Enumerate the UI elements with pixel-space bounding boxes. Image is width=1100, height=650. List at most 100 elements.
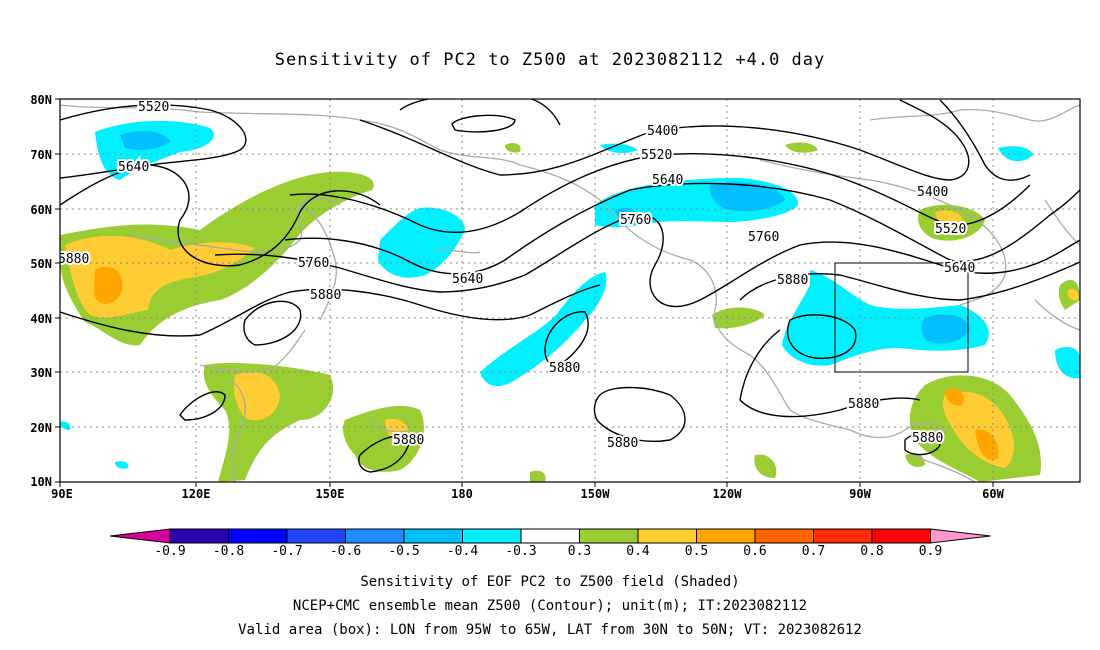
- colorbar-tick-label: 0.4: [626, 544, 650, 559]
- contour-5880-pac-closed: [544, 311, 589, 367]
- contour-label: 5880: [58, 252, 89, 267]
- colorbar-tick-label: -0.9: [154, 544, 186, 559]
- colorbar-swatch: [754, 528, 814, 544]
- colorbar-swatch: [228, 528, 288, 544]
- colorbar-swatch: [637, 528, 697, 544]
- contour-label: 5880: [607, 436, 638, 451]
- colorbar-tick-label: 0.7: [801, 544, 826, 559]
- lon-label: 150E: [316, 487, 345, 501]
- shade-negative-small-sea: [115, 461, 129, 469]
- colorbar-left-arrow: [109, 528, 171, 544]
- axis-ticks: [55, 98, 994, 487]
- colorbar-tick-label: 0.3: [567, 544, 592, 559]
- contour-5880-long: [60, 284, 601, 337]
- lat-label: 40N: [30, 312, 52, 326]
- colorbar-swatch: [871, 528, 931, 544]
- contour-label: 5880: [393, 433, 424, 448]
- colorbar-right-arrow: [930, 528, 991, 544]
- lat-label: 30N: [30, 366, 52, 380]
- lat-label: 60N: [30, 203, 52, 217]
- contour-5880-car: [904, 433, 941, 456]
- lon-label: 180: [451, 487, 473, 501]
- shade-positive-small2: [530, 470, 546, 482]
- contour-5880-wpac: [243, 300, 302, 346]
- lon-label: 60W: [982, 487, 1004, 501]
- contour-label: 5760: [620, 213, 651, 228]
- contour-label: 5880: [848, 397, 879, 412]
- colorbar-tick-label: -0.3: [505, 544, 537, 559]
- contour-label: 5640: [652, 173, 683, 188]
- sensitivity-shading: [60, 120, 1080, 482]
- colorbar-swatch: [286, 528, 346, 544]
- colorbar-swatch: [520, 528, 580, 544]
- latitude-labels: 80N 70N 60N 50N 40N 30N 20N 10N: [30, 93, 52, 489]
- colorbar-tick-label: 0.8: [860, 544, 884, 559]
- contour-5880-loop: [787, 314, 857, 359]
- lon-label: 90E: [51, 487, 73, 501]
- contour-5880-gulf: [739, 329, 921, 418]
- colorbar-tick-label: -0.7: [271, 544, 303, 559]
- lat-label: 70N: [30, 148, 52, 162]
- shade-negative-siberia-blue: [120, 130, 170, 150]
- contour-5640-west: [60, 164, 381, 267]
- z500-contours: [60, 99, 1080, 473]
- contour-5520-long: [289, 153, 1031, 233]
- caption-line-2: NCEP+CMC ensemble mean Z500 (Contour); u…: [292, 598, 808, 614]
- shade-negative-epac: [480, 272, 607, 387]
- colorbar-swatch: [403, 528, 463, 544]
- shade-negative-canada-blue: [709, 182, 785, 212]
- colorbar-swatch: [696, 528, 756, 544]
- contour-label: 5640: [944, 261, 975, 276]
- shade-negative-npac: [378, 207, 465, 278]
- shade-positive-arctic: [785, 142, 818, 153]
- shade-negative-valid-blue: [921, 314, 970, 344]
- shade-negative-atl-east: [1055, 347, 1080, 379]
- contour-label: 5640: [118, 160, 149, 175]
- colorbar-tick-label: 0.5: [684, 544, 709, 559]
- caption-line-1: Sensitivity of EOF PC2 to Z500 field (Sh…: [360, 574, 740, 590]
- shade-negative-canada-blue2: [615, 208, 637, 222]
- contour-5880-trop: [358, 435, 411, 473]
- lat-label: 80N: [30, 93, 52, 107]
- lon-label: 120W: [713, 487, 743, 501]
- lat-label: 10N: [30, 475, 52, 489]
- lat-label: 20N: [30, 421, 52, 435]
- colorbar-swatch: [579, 528, 639, 544]
- contour-5880-wpac2: [179, 391, 226, 421]
- shade-positive-atl-trop-orange: [975, 429, 999, 461]
- contour-label: 5520: [138, 100, 169, 115]
- caption-line-3: Valid area (box): LON from 95W to 65W, L…: [238, 622, 862, 638]
- colorbar-tick-label: -0.6: [329, 544, 362, 559]
- contour-label: 5880: [912, 431, 943, 446]
- colorbar-swatch: [345, 528, 405, 544]
- contour-5880-subtrop: [593, 386, 686, 442]
- shade-positive-small3: [905, 453, 925, 467]
- lon-label: 120E: [182, 487, 211, 501]
- contour-label: 5520: [641, 148, 672, 163]
- contour-label: 5760: [298, 256, 329, 271]
- contour-label: 5880: [310, 288, 341, 303]
- longitude-labels: 90E 120E 150E 180 150W 120W 90W 60W: [51, 487, 1004, 501]
- lon-label: 90W: [849, 487, 871, 501]
- contour-5520-west: [60, 104, 247, 179]
- contour-5400-long: [359, 99, 970, 181]
- colorbar-tick-label: -0.8: [212, 544, 245, 559]
- shade-negative-alaska-small: [600, 143, 638, 153]
- colorbar: [109, 528, 991, 544]
- shade-negative-small-sea2: [60, 421, 71, 430]
- shade-positive-asia-orange: [94, 266, 123, 305]
- contour-closed-high: [451, 114, 516, 133]
- shade-positive-mexico: [754, 454, 777, 478]
- shade-positive-small: [505, 142, 521, 153]
- colorbar-swatch: [813, 528, 873, 544]
- colorbar-tick-label: 0.9: [918, 544, 943, 559]
- contour-label: 5400: [647, 124, 678, 139]
- chart-title: Sensitivity of PC2 to Z500 at 2023082112…: [274, 50, 826, 70]
- contour-5640-long: [284, 182, 1080, 275]
- shade-positive-atl-east-yellow: [1067, 289, 1079, 301]
- contour-label: 5880: [777, 273, 808, 288]
- colorbar-tick-label: -0.5: [388, 544, 420, 559]
- valid-area-box: [834, 262, 969, 373]
- contour-label: 5880: [549, 361, 580, 376]
